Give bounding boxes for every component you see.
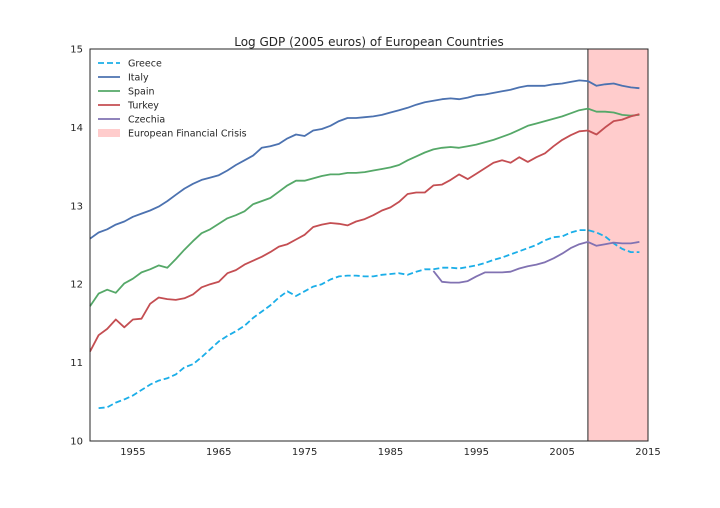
- legend-label-czechia: Czechia: [128, 115, 165, 126]
- legend: Greece Italy Spain Turkey Czechia European Fi…: [98, 59, 247, 140]
- legend-label-greece: Greece: [128, 59, 162, 70]
- y-tick-label: 15: [70, 45, 83, 56]
- x-tick-label: 1965: [206, 447, 231, 458]
- series-line-spain: [89, 107, 640, 307]
- series-layer: [89, 79, 640, 409]
- x-tick-label: 2005: [549, 447, 574, 458]
- legend-label-european-financial-crisis: European Financial Crisis: [128, 129, 247, 140]
- x-axis-ticks: 1955 1965 1975 1985 1995 2005 2015: [120, 447, 661, 458]
- series-line-czechia: [432, 241, 640, 284]
- x-tick-label: 2015: [635, 447, 660, 458]
- x-tick-label: 1955: [120, 447, 145, 458]
- y-tick-label: 12: [70, 280, 83, 291]
- chart-title: Log GDP (2005 euros) of European Countri…: [234, 35, 504, 49]
- x-tick-label: 1975: [292, 447, 317, 458]
- x-tick-label: 1985: [378, 447, 403, 458]
- y-tick-label: 10: [70, 437, 83, 448]
- y-tick-label: 11: [70, 358, 83, 369]
- y-tick-label: 13: [70, 201, 83, 212]
- y-axis-ticks: 10 11 12 13 14 15: [70, 45, 83, 448]
- series-line-turkey: [89, 113, 640, 353]
- legend-label-spain: Spain: [128, 87, 155, 98]
- y-tick-label: 14: [70, 123, 83, 134]
- plot-frame: [89, 48, 649, 442]
- legend-swatch-european-financial-crisis: [98, 129, 120, 137]
- x-tick-label: 1995: [464, 447, 489, 458]
- legend-label-turkey: Turkey: [127, 101, 159, 112]
- series-line-italy: [89, 79, 640, 240]
- legend-label-italy: Italy: [128, 73, 149, 84]
- series-line-greece: [98, 229, 640, 409]
